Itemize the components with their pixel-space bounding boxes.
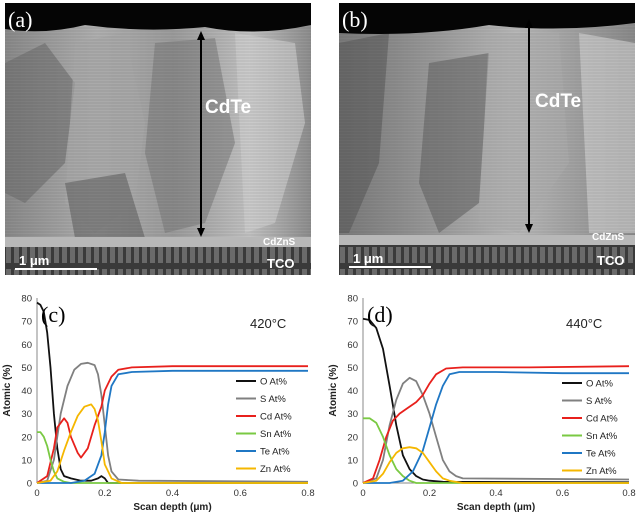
chart-d-svg: 0 10 20 30 40 50 60 70 80 0 0.2 0.4 0.6 0.8 Scan depth… — [328, 294, 636, 514]
chart-d-x-tick-label: 0 — [360, 488, 365, 499]
chart-c-series-zn-line — [36, 403, 308, 484]
scale-bar-label-b: 1 μm — [353, 251, 383, 266]
chart-c-y-tick-label: 20 — [21, 432, 32, 443]
chart-c-x-axis-label: Scan depth (μm) — [133, 502, 211, 513]
chart-d-legend-label-o: O At% — [586, 379, 613, 390]
chart-d-series-sn-line — [363, 417, 629, 484]
chart-d-x-tick-label: 0.2 — [423, 488, 436, 499]
label-tco-b: TCO — [597, 253, 624, 268]
chart-d-y-tick-label: 60 — [347, 340, 358, 351]
chart-c-x-tick-label: 0.4 — [166, 488, 179, 499]
chart-c-svg: 0 10 20 30 40 50 60 70 80 0 0.2 0.4 0.6 0.8 Scan depth… — [2, 294, 315, 514]
chart-d-y-tick-label: 20 — [347, 432, 358, 443]
chart-c-y-tick-label: 50 — [21, 363, 32, 374]
chart-d-legend-label-sn: Sn At% — [586, 431, 618, 442]
label-cdzns-b: CdZnS — [592, 232, 625, 243]
chart-d-legend-label-cd: Cd At% — [586, 414, 618, 425]
chart-c-legend-label-o: O At% — [260, 377, 287, 388]
chart-d-y-tick-label: 80 — [347, 294, 358, 305]
chart-d-legend-label-s: S At% — [586, 396, 612, 407]
chart-d: 0 10 20 30 40 50 60 70 80 0 0.2 0.4 0.6 0.8 Scan depth… — [326, 286, 636, 524]
chart-c-panel-label: (c) — [41, 302, 65, 327]
chart-d-x-axis-label: Scan depth (μm) — [457, 502, 535, 513]
chart-c: 0 10 20 30 40 50 60 70 80 0 0.2 0.4 0.6 0.8 Scan depth… — [0, 286, 318, 524]
micrograph-b: CdTe CdZnS TCO 1 μm (b) — [339, 3, 635, 275]
micrograph-a: CdTe CdZnS TCO 1 μm (a) — [5, 3, 311, 275]
chart-d-y-tick-label: 0 — [353, 479, 358, 490]
label-cdte-b: CdTe — [535, 91, 581, 112]
chart-c-series-cd-line — [36, 365, 308, 484]
chart-d-series-te-line — [363, 371, 629, 484]
chart-d-y-tick-label: 70 — [347, 317, 358, 328]
chart-d-y-tick-label: 50 — [347, 363, 358, 374]
chart-d-legend-label-te: Te At% — [586, 449, 616, 460]
chart-c-y-axis-label: Atomic (%) — [2, 364, 13, 416]
label-cdte-a: CdTe — [205, 97, 251, 118]
chart-c-y-tick-label: 80 — [21, 294, 32, 305]
chart-d-x-tick-label: 0.4 — [489, 488, 502, 499]
chart-d-y-tick-label: 10 — [347, 455, 358, 466]
label-cdzns-a: CdZnS — [263, 237, 296, 248]
chart-d-y-axis-label: Atomic (%) — [328, 364, 339, 416]
chart-d-x-tick-label: 0.8 — [622, 488, 635, 499]
panel-label-a: (a) — [8, 7, 32, 32]
chart-d-series-cd-line — [362, 365, 630, 484]
chart-c-y-tick-label: 60 — [21, 340, 32, 351]
label-tco-a: TCO — [267, 256, 294, 271]
chart-d-y-tick-label: 40 — [347, 386, 358, 397]
chart-c-series-te-line — [37, 369, 308, 484]
chart-c-x-tick-label: 0 — [34, 488, 39, 499]
chart-c-series-s-line — [36, 361, 309, 484]
chart-c-series-o-line — [36, 301, 308, 484]
chart-d-temperature-annotation: 440°C — [566, 316, 602, 331]
chart-c-legend-label-zn: Zn At% — [260, 464, 291, 475]
chart-d-legend-label-zn: Zn At% — [586, 466, 617, 477]
chart-c-x-tick-label: 0.2 — [98, 488, 111, 499]
chart-c-temperature-annotation: 420°C — [250, 316, 286, 331]
chart-c-y-tick-label: 30 — [21, 409, 32, 420]
chart-d-y-tick-label: 30 — [347, 409, 358, 420]
chart-c-legend-label-sn: Sn At% — [260, 429, 292, 440]
chart-c-x-tick-label: 0.8 — [301, 488, 314, 499]
panel-label-b: (b) — [342, 7, 368, 32]
chart-c-y-tick-label: 70 — [21, 317, 32, 328]
chart-c-x-tick-label: 0.6 — [234, 488, 247, 499]
chart-c-legend-label-cd: Cd At% — [260, 412, 292, 423]
chart-c-legend-label-s: S At% — [260, 394, 286, 405]
chart-c-y-tick-label: 40 — [21, 386, 32, 397]
chart-d-panel-label: (d) — [367, 302, 393, 327]
scale-bar-label-a: 1 μm — [19, 253, 49, 268]
chart-d-x-tick-label: 0.6 — [556, 488, 569, 499]
chart-c-y-tick-label: 10 — [21, 455, 32, 466]
chart-d-series-s-line — [362, 376, 630, 484]
chart-c-legend-label-te: Te At% — [260, 447, 290, 458]
chart-c-y-tick-label: 0 — [27, 479, 32, 490]
chart-d-series-o-line — [362, 317, 630, 484]
chart-d-series-zn-line — [362, 446, 629, 484]
